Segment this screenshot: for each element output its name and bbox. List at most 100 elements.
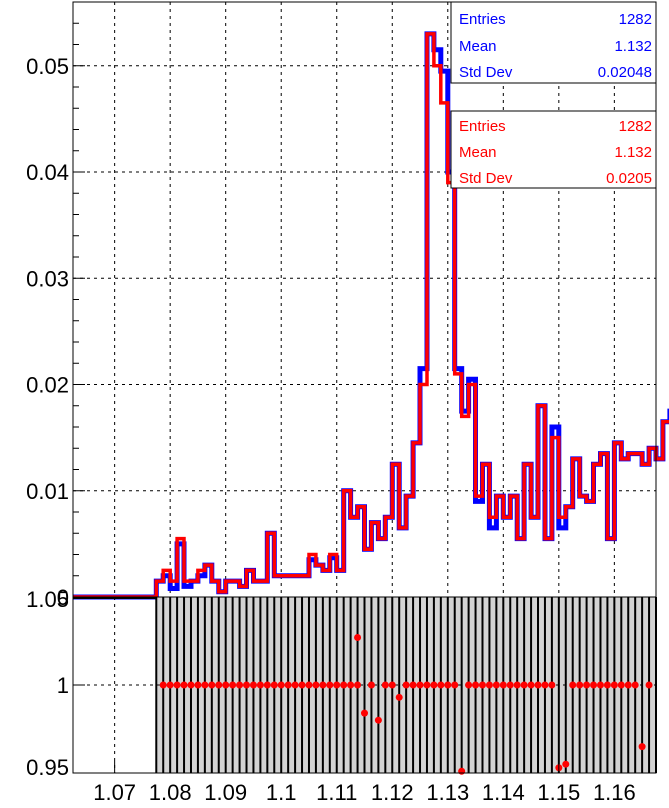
bottom-xtick-label-0: 1.07 bbox=[93, 780, 136, 805]
top-axis: 0.01 0.02 0.03 0.04 0.05 0 bbox=[26, 1, 657, 610]
ratio-point-40 bbox=[430, 681, 438, 689]
ratio-point-15 bbox=[263, 681, 271, 689]
ratio-point-30 bbox=[361, 709, 368, 717]
ratio-point-25 bbox=[333, 681, 341, 689]
ratio-point-47 bbox=[478, 681, 486, 689]
stats-box-blue: Entries 1282 Mean 1.132 Std Dev 0.02048 bbox=[450, 1, 657, 84]
stats-red-entries-label: Entries bbox=[459, 118, 506, 135]
ratio-point-43 bbox=[451, 681, 459, 689]
top-ytick-label-0: 0.01 bbox=[26, 479, 69, 504]
ratio-point-33 bbox=[381, 681, 389, 689]
ratio-point-7 bbox=[208, 681, 216, 689]
bottom-points bbox=[159, 633, 653, 775]
top-ytick-label-4: 0.05 bbox=[26, 54, 69, 79]
stats-blue-stddev-value: 0.02048 bbox=[598, 64, 652, 81]
ratio-point-46 bbox=[472, 681, 480, 689]
ratio-point-68 bbox=[624, 681, 632, 689]
ratio-point-71 bbox=[645, 681, 653, 689]
ratio-point-52 bbox=[513, 681, 521, 689]
ratio-point-34 bbox=[388, 681, 396, 689]
stats-box-red: Entries 1282 Mean 1.132 Std Dev 0.0205 bbox=[450, 110, 657, 189]
bottom-xtick-label-7: 1.14 bbox=[482, 780, 525, 805]
ratio-point-22 bbox=[312, 681, 320, 689]
top-ytick-label-1: 0.02 bbox=[26, 373, 69, 398]
ratio-point-8 bbox=[215, 681, 223, 689]
ratio-point-62 bbox=[583, 681, 591, 689]
ratio-point-38 bbox=[416, 681, 424, 689]
stats-red-entries-value: 1282 bbox=[619, 118, 652, 135]
ratio-point-67 bbox=[617, 681, 625, 689]
bottom-grid bbox=[73, 597, 656, 773]
ratio-point-4 bbox=[187, 681, 195, 689]
histogram-series-red bbox=[73, 32, 669, 599]
bottom-axis: 0.95 1 1.05 1.07 1.08 1.09 1.1 1.11 1.12 1.13 1.14… bbox=[26, 587, 657, 805]
ratio-point-19 bbox=[291, 681, 299, 689]
ratio-point-55 bbox=[534, 681, 542, 689]
ratio-point-21 bbox=[305, 681, 313, 689]
ratio-point-6 bbox=[201, 681, 209, 689]
ratio-point-45 bbox=[465, 681, 473, 689]
ratio-point-29 bbox=[354, 681, 362, 689]
ratio-point-32 bbox=[374, 716, 382, 724]
ratio-point-64 bbox=[596, 681, 604, 689]
top-series bbox=[73, 31, 669, 600]
stats-red-stddev-label: Std Dev bbox=[459, 170, 513, 187]
stats-red-mean-label: Mean bbox=[459, 144, 497, 161]
ratio-point-49 bbox=[492, 681, 500, 689]
ratio-point-51 bbox=[506, 681, 514, 689]
ratio-point-17 bbox=[277, 681, 285, 689]
stats-red-mean-value: 1.132 bbox=[614, 144, 652, 161]
bottom-xtick-label-3: 1.1 bbox=[266, 780, 297, 805]
ratio-point-57 bbox=[548, 681, 556, 689]
ratio-point-9 bbox=[222, 681, 230, 689]
bottom-ytick-label-top: 1.05 bbox=[26, 587, 69, 612]
ratio-point-31 bbox=[367, 681, 375, 689]
ratio-point-54 bbox=[527, 681, 535, 689]
bottom-ytick-label-0: 0.95 bbox=[26, 755, 69, 780]
ratio-point-69 bbox=[631, 681, 639, 689]
ratio-point-39 bbox=[423, 681, 431, 689]
ratio-point-59 bbox=[562, 760, 570, 768]
stats-blue-entries-label: Entries bbox=[459, 11, 506, 28]
ratio-point-14 bbox=[256, 681, 264, 689]
stats-red-stddev-value: 0.0205 bbox=[606, 170, 652, 187]
bottom-xtick-label-4: 1.11 bbox=[316, 780, 357, 805]
ratio-point-24 bbox=[326, 681, 334, 689]
ratio-point-18 bbox=[284, 681, 292, 689]
ratio-point-0 bbox=[159, 681, 167, 689]
ratio-point-10 bbox=[229, 681, 237, 689]
ratio-point-16 bbox=[270, 681, 278, 689]
top-ytick-label-3: 0.04 bbox=[26, 160, 69, 185]
ratio-point-3 bbox=[180, 681, 188, 689]
stats-blue-mean-label: Mean bbox=[459, 38, 497, 55]
bottom-xtick-label-2: 1.09 bbox=[204, 780, 247, 805]
stats-blue-entries-value: 1282 bbox=[619, 11, 652, 28]
top-ytick-label-zero: 0 bbox=[57, 585, 69, 610]
ratio-point-20 bbox=[298, 681, 306, 689]
ratio-point-50 bbox=[499, 681, 507, 689]
ratio-point-28 bbox=[354, 633, 362, 641]
ratio-point-35 bbox=[395, 693, 403, 701]
ratio-point-11 bbox=[236, 681, 244, 689]
bottom-xtick-label-5: 1.12 bbox=[371, 780, 414, 805]
ratio-point-23 bbox=[319, 681, 327, 689]
ratio-point-13 bbox=[249, 681, 257, 689]
bottom-ytick-label-1: 1 bbox=[57, 673, 69, 698]
ratio-point-42 bbox=[444, 681, 452, 689]
ratio-point-41 bbox=[437, 681, 445, 689]
ratio-point-2 bbox=[173, 681, 181, 689]
ratio-point-44 bbox=[458, 767, 466, 775]
ratio-point-37 bbox=[409, 681, 417, 689]
bottom-xtick-label-9: 1.16 bbox=[593, 780, 636, 805]
bottom-xtick-label-8: 1.15 bbox=[537, 780, 580, 805]
stats-blue-stddev-label: Std Dev bbox=[459, 64, 513, 81]
ratio-point-5 bbox=[194, 681, 202, 689]
ratio-point-66 bbox=[610, 681, 618, 689]
ratio-point-36 bbox=[402, 681, 410, 689]
ratio-point-65 bbox=[603, 681, 611, 689]
ratio-point-27 bbox=[347, 681, 355, 689]
bottom-xtick-label-1: 1.08 bbox=[149, 780, 192, 805]
ratio-point-61 bbox=[576, 681, 584, 689]
ratio-point-60 bbox=[569, 681, 577, 689]
